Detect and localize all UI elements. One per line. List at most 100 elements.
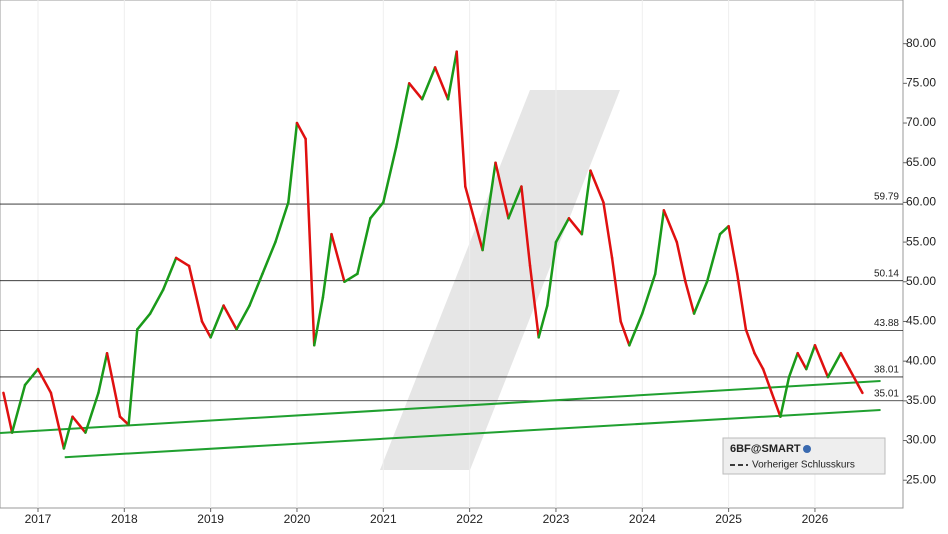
price-segment (330, 232, 346, 284)
price-segment (675, 240, 687, 284)
y-tick-label: 45.00 (906, 314, 936, 328)
x-tick-label: 2019 (197, 512, 224, 526)
price-segment (628, 312, 644, 347)
y-tick-label: 75.00 (906, 76, 936, 90)
price-segment (507, 185, 523, 220)
price-segment (287, 121, 299, 204)
price-segment (727, 224, 739, 276)
price-segment (464, 185, 476, 220)
price-segment (343, 272, 359, 284)
price-segment (826, 351, 843, 379)
y-tick-label: 70.00 (906, 115, 936, 129)
price-segment (848, 367, 860, 387)
price-segment (761, 367, 774, 395)
price-segment (105, 351, 122, 418)
legend-title: 6BF@SMART (730, 443, 801, 455)
price-segment (274, 201, 290, 244)
price-segment (641, 272, 657, 315)
price-segment (235, 304, 251, 331)
price-segment (84, 391, 100, 434)
legend-item: Vorheriger Schlusskurs (752, 460, 855, 471)
y-tick-label: 25.00 (906, 472, 936, 486)
x-tick-label: 2026 (802, 512, 829, 526)
price-segment (23, 367, 40, 387)
price-segment (589, 169, 605, 204)
price-segment (356, 217, 372, 276)
price-segment (71, 415, 87, 434)
price-segment (304, 137, 316, 347)
price-segment (770, 391, 782, 418)
price-segment (653, 209, 666, 276)
x-tick-label: 2021 (370, 512, 397, 526)
level-label: 35.01 (874, 388, 899, 399)
y-tick-label: 80.00 (906, 36, 936, 50)
price-segment (433, 66, 450, 101)
price-segment (787, 351, 799, 379)
price-segment (805, 344, 817, 371)
price-segment (62, 415, 74, 450)
price-segment (494, 161, 510, 220)
legend: 6BF@SMART Vorheriger Schlusskurs (722, 437, 886, 475)
price-segment (813, 344, 830, 379)
price-segment (97, 351, 109, 395)
y-tick-label: 65.00 (906, 155, 936, 169)
price-segment (481, 161, 497, 252)
x-tick-label: 2020 (284, 512, 311, 526)
x-tick-label: 2018 (111, 512, 138, 526)
price-segment (394, 82, 411, 149)
price-segment (248, 272, 264, 307)
price-segment (718, 224, 730, 236)
price-segment (705, 232, 722, 284)
price-segment (684, 280, 696, 315)
x-tick-label: 2017 (25, 512, 52, 526)
price-segment (662, 209, 679, 244)
price-segment (610, 256, 622, 323)
price-segment (10, 383, 27, 434)
y-tick-label: 60.00 (906, 195, 936, 209)
price-segment (295, 121, 307, 141)
price-segment (692, 280, 709, 315)
price-segment (580, 169, 592, 236)
price-segment (455, 50, 467, 188)
price-segment (779, 375, 791, 418)
price-segment (856, 383, 864, 395)
price-segment (200, 320, 212, 339)
price-segment (369, 201, 385, 220)
x-tick-label: 2025 (715, 512, 742, 526)
price-segment (261, 240, 277, 276)
x-tick-label: 2022 (456, 512, 483, 526)
price-segment (136, 312, 152, 331)
price-segment (744, 328, 756, 355)
price-segment (49, 391, 66, 450)
price-segment (187, 264, 204, 323)
price-segment (520, 185, 532, 268)
price-segment (839, 351, 851, 371)
price-segment (619, 320, 631, 347)
price-segment (537, 304, 549, 339)
price-segment (209, 304, 225, 339)
price-segment (127, 328, 139, 426)
price-segment (735, 272, 748, 331)
price-segment (796, 351, 808, 371)
x-tick-label: 2023 (543, 512, 570, 526)
price-segment (222, 304, 238, 331)
legend-box (722, 437, 886, 475)
level-label: 50.14 (874, 268, 899, 279)
price-segment (407, 82, 424, 101)
price-segment (382, 145, 398, 204)
price-segment (472, 217, 484, 252)
price-segment (567, 217, 584, 236)
trend-line (0, 380, 881, 434)
level-label: 43.88 (874, 318, 899, 329)
price-segment (546, 240, 558, 307)
price-segment (161, 256, 178, 291)
price-segment (528, 264, 540, 339)
price-segment (174, 256, 191, 268)
price-segment (554, 217, 571, 244)
price-segment (321, 232, 333, 299)
y-tick-label: 35.00 (906, 393, 936, 407)
y-tick-label: 40.00 (906, 353, 936, 367)
x-tick-label: 2024 (629, 512, 656, 526)
y-tick-label: 30.00 (906, 433, 936, 447)
price-segment (2, 391, 14, 434)
